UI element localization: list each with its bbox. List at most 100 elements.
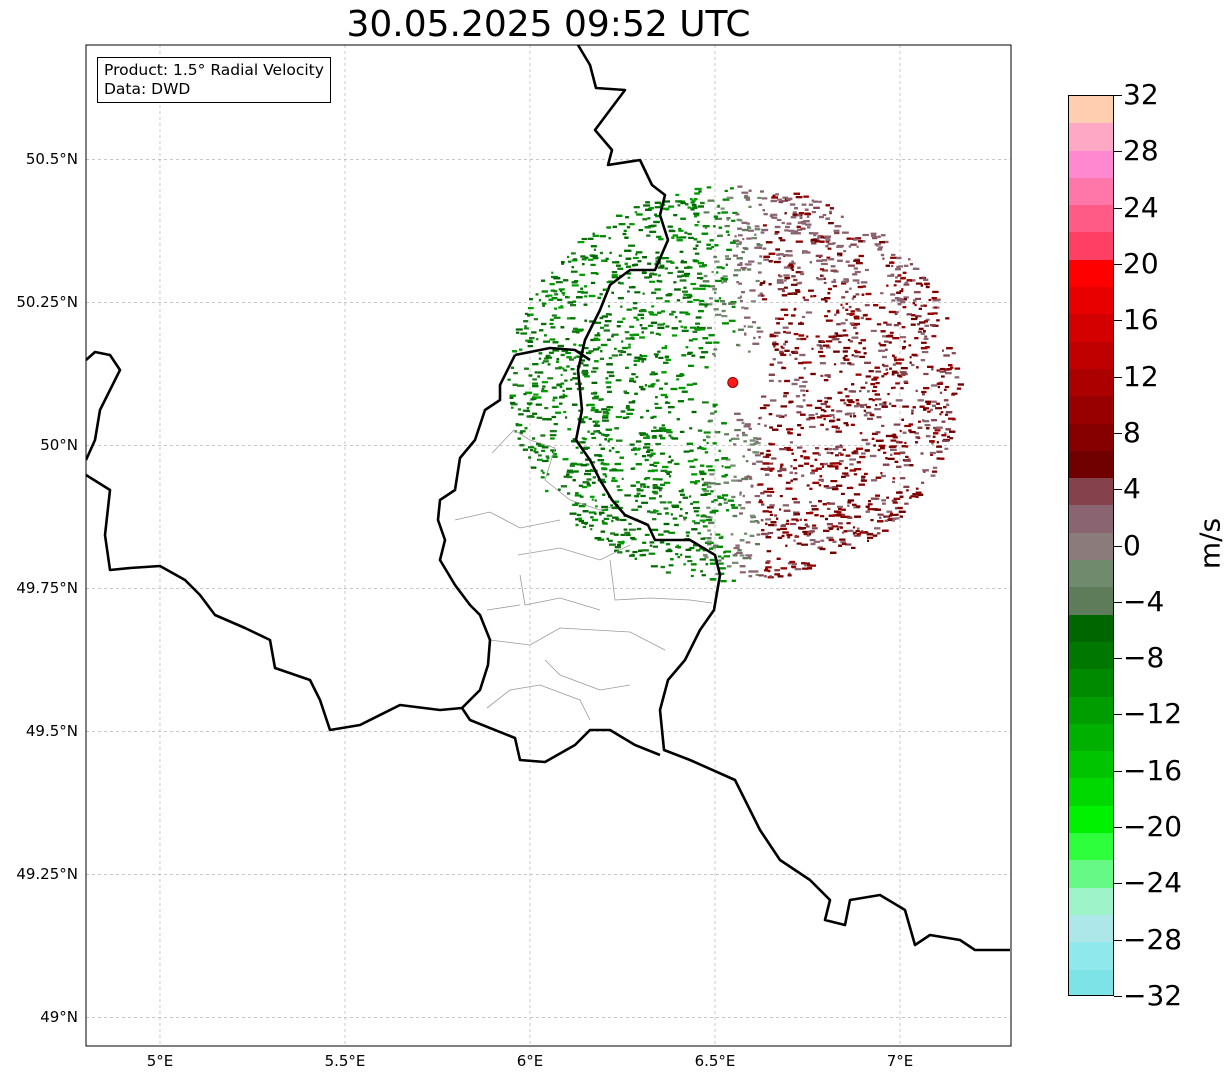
radar-pixel <box>697 532 701 535</box>
colorbar-tick-label: −28 <box>1123 922 1183 956</box>
radar-pixel <box>782 289 785 293</box>
radar-pixel <box>714 299 719 302</box>
radar-pixel <box>532 437 536 440</box>
radar-pixel <box>951 393 956 396</box>
radar-pixel <box>783 286 788 289</box>
radar-pixel <box>704 556 709 559</box>
radar-pixel <box>793 539 796 542</box>
radar-pixel <box>620 305 623 308</box>
radar-pixel <box>589 524 594 527</box>
radar-pixel <box>607 440 610 443</box>
radar-pixel <box>737 479 743 482</box>
radar-pixel <box>803 367 806 370</box>
radar-pixel <box>800 272 805 276</box>
radar-pixel <box>811 504 817 508</box>
radar-pixel <box>658 434 663 437</box>
radar-pixel <box>734 269 741 272</box>
radar-pixel <box>668 411 672 414</box>
radar-pixel <box>780 405 788 408</box>
radar-pixel <box>628 286 636 289</box>
radar-pixel <box>623 390 627 393</box>
radar-pixel <box>875 404 878 407</box>
radar-pixel <box>842 542 847 545</box>
radar-pixel <box>887 393 890 396</box>
radar-pixel <box>664 470 672 473</box>
radar-pixel <box>756 243 761 246</box>
radar-pixel <box>892 480 896 483</box>
radar-pixel <box>872 389 877 393</box>
radar-pixel <box>856 402 860 405</box>
radar-pixel <box>535 403 542 406</box>
radar-pixel <box>705 563 709 566</box>
radar-pixel <box>642 292 645 295</box>
radar-pixel <box>934 306 937 309</box>
radar-pixel <box>676 544 679 547</box>
radar-pixel <box>767 487 774 490</box>
radar-pixel <box>570 317 576 320</box>
radar-pixel <box>590 469 593 472</box>
radar-pixel <box>524 327 529 330</box>
radar-pixel <box>651 371 656 374</box>
radar-pixel <box>668 229 676 233</box>
radar-pixel <box>657 323 665 326</box>
radar-pixel <box>861 477 865 480</box>
radar-pixel <box>944 385 950 389</box>
radar-pixel <box>811 347 814 350</box>
radar-pixel <box>591 436 596 440</box>
radar-pixel <box>695 244 699 247</box>
radar-pixel <box>724 225 730 228</box>
radar-pixel <box>874 408 881 411</box>
radar-pixel <box>818 340 824 343</box>
radar-pixel <box>704 492 712 495</box>
radar-pixel <box>675 193 680 196</box>
radar-pixel <box>655 251 660 254</box>
radar-pixel <box>558 288 565 291</box>
radar-pixel <box>641 553 646 557</box>
radar-pixel <box>552 396 558 399</box>
radar-pixel <box>793 501 800 504</box>
radar-pixel <box>850 390 856 393</box>
radar-pixel <box>845 395 850 398</box>
radar-pixel <box>788 263 794 266</box>
radar-pixel <box>882 257 885 260</box>
radar-pixel <box>757 196 762 199</box>
radar-pixel <box>840 215 844 218</box>
radar-pixel <box>832 488 839 491</box>
radar-pixel <box>853 315 860 318</box>
radar-pixel <box>701 488 707 491</box>
radar-pixel <box>769 490 775 494</box>
radar-pixel <box>711 246 715 249</box>
radar-pixel <box>584 375 590 378</box>
radar-pixel <box>532 412 538 415</box>
radar-pixel <box>628 401 635 404</box>
radar-pixel <box>713 544 719 547</box>
radar-pixel <box>723 555 731 558</box>
radar-pixel <box>523 393 527 396</box>
radar-pixel <box>602 414 609 417</box>
radar-pixel <box>808 232 813 235</box>
radar-pixel <box>790 283 798 286</box>
radar-pixel <box>663 207 670 210</box>
radar-pixel <box>895 382 900 385</box>
radar-pixel <box>855 373 862 376</box>
colorbar-swatch <box>1069 478 1113 506</box>
radar-pixel <box>672 517 678 520</box>
radar-pixel <box>832 465 839 468</box>
radar-pixel <box>550 449 557 452</box>
radar-pixel <box>943 388 947 391</box>
radar-pixel <box>654 201 662 204</box>
radar-pixel <box>886 335 893 338</box>
radar-pixel <box>871 234 877 237</box>
radar-pixel <box>891 253 896 256</box>
radar-pixel <box>878 349 886 352</box>
radar-pixel <box>576 463 583 466</box>
radar-pixel <box>556 358 560 361</box>
radar-pixel <box>592 257 599 260</box>
radar-pixel <box>824 315 828 318</box>
radar-pixel <box>754 520 759 523</box>
radar-pixel <box>885 264 890 267</box>
colorbar-swatch <box>1069 669 1113 697</box>
radar-pixel <box>589 320 597 323</box>
radar-pixel <box>550 437 555 440</box>
radar-pixel <box>580 417 585 421</box>
